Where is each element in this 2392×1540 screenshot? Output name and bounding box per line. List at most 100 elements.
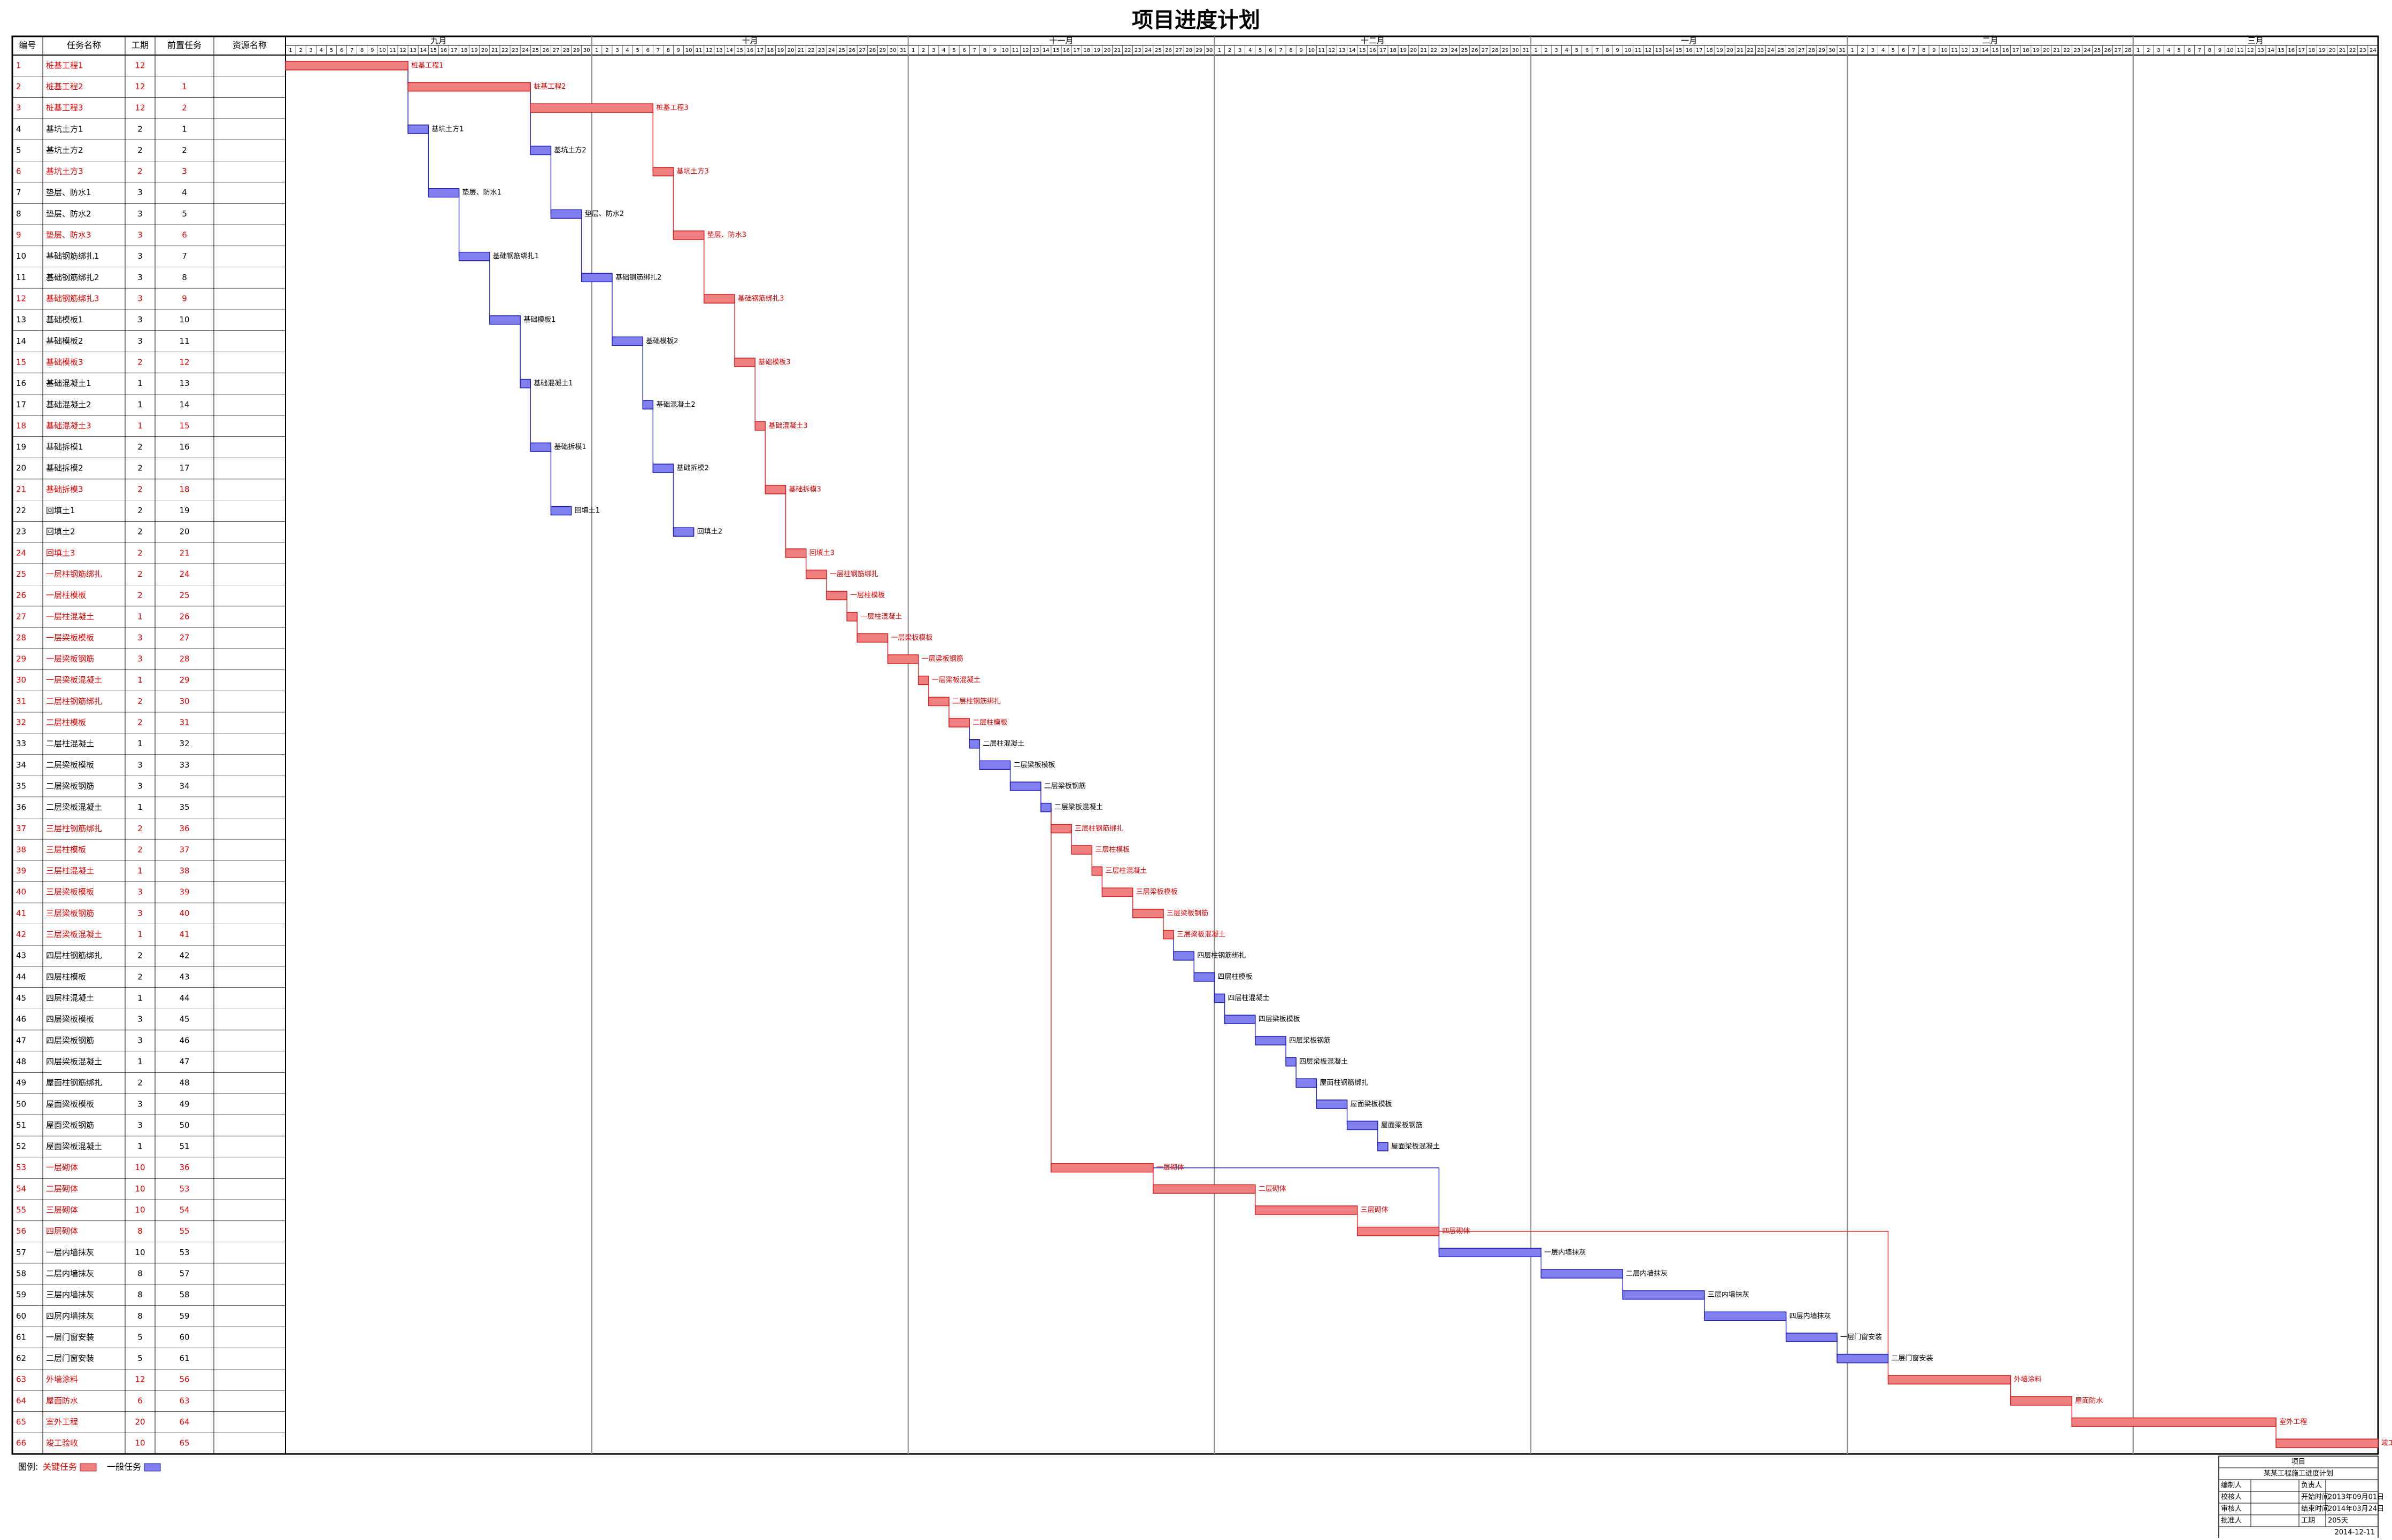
day-label: 14 <box>726 48 733 53</box>
task-pred: 14 <box>179 400 189 409</box>
task-duration: 2 <box>137 1078 143 1088</box>
task-duration: 2 <box>137 718 143 728</box>
task-duration: 1 <box>137 612 143 621</box>
task-pred: 48 <box>179 1078 189 1088</box>
bar-label: 屋面梁板钢筋 <box>1381 1121 1423 1129</box>
day-label: 16 <box>746 48 753 53</box>
task-pred: 64 <box>179 1417 189 1427</box>
day-label: 6 <box>646 48 650 53</box>
task-duration: 8 <box>137 1226 143 1236</box>
task-id: 61 <box>16 1332 26 1342</box>
task-pred: 39 <box>179 887 189 897</box>
task-id: 11 <box>16 273 26 282</box>
task-name: 垫层、防水3 <box>46 230 91 240</box>
task-bar <box>1255 1205 1358 1215</box>
day-label: 18 <box>767 48 774 53</box>
task-name: 基础混凝土3 <box>46 421 91 430</box>
task-duration: 3 <box>137 209 143 219</box>
day-label: 4 <box>1565 48 1568 53</box>
legend-label: 图例: <box>18 1462 38 1472</box>
day-label: 15 <box>430 48 437 53</box>
task-pred: 51 <box>179 1142 189 1151</box>
task-bar <box>530 442 552 452</box>
day-label: 15 <box>1053 48 1060 53</box>
task-id: 42 <box>16 930 26 939</box>
bar-label: 一层门窗安装 <box>1840 1333 1882 1341</box>
task-pred: 27 <box>179 633 189 643</box>
day-label: 24 <box>522 48 529 53</box>
day-label: 15 <box>2278 48 2285 53</box>
day-label: 6 <box>1269 48 1272 53</box>
day-label: 1 <box>2136 48 2140 53</box>
task-id: 56 <box>16 1226 26 1236</box>
day-label: 28 <box>869 48 876 53</box>
task-id: 40 <box>16 887 26 897</box>
day-label: 2 <box>299 48 302 53</box>
day-label: 13 <box>1339 48 1346 53</box>
bar-label: 四层砌体 <box>1442 1227 1470 1235</box>
day-label: 5 <box>330 48 333 53</box>
bar-label: 基础混凝土1 <box>534 379 573 388</box>
bar-label: 基坑土方3 <box>677 167 709 176</box>
task-bar <box>673 230 705 240</box>
task-id: 59 <box>16 1290 26 1299</box>
task-duration: 3 <box>137 1035 143 1045</box>
day-label: 29 <box>1818 48 1825 53</box>
task-duration: 2 <box>137 591 143 600</box>
bar-label: 垫层、防水3 <box>707 231 746 239</box>
task-name: 屋面梁板模板 <box>46 1099 94 1109</box>
task-pred: 50 <box>179 1120 189 1130</box>
bar-label: 二层梁板模板 <box>1014 761 1055 769</box>
day-label: 9 <box>993 48 997 53</box>
day-label: 3 <box>1871 48 1874 53</box>
bar-label: 一层梁板钢筋 <box>922 655 963 663</box>
task-id: 14 <box>16 336 26 346</box>
month-label: 一月 <box>1681 36 1697 45</box>
task-duration: 12 <box>135 82 145 91</box>
legend-critical: 关键任务 <box>43 1462 77 1472</box>
task-duration: 1 <box>137 930 143 939</box>
task-bar <box>1887 1375 2011 1384</box>
day-label: 16 <box>441 48 447 53</box>
task-name: 屋面梁板钢筋 <box>46 1120 94 1130</box>
task-pred: 7 <box>182 251 187 261</box>
bar-label: 桩基工程3 <box>656 104 688 112</box>
task-name: 基础拆模2 <box>46 463 83 473</box>
day-label: 19 <box>2033 48 2040 53</box>
task-bar <box>948 718 970 728</box>
bar-label: 三层砌体 <box>1361 1206 1388 1214</box>
task-pred: 13 <box>179 378 189 388</box>
task-name: 屋面防水 <box>46 1396 78 1405</box>
task-bar <box>652 463 674 473</box>
day-label: 20 <box>1410 48 1417 53</box>
task-name: 垫层、防水2 <box>46 209 91 219</box>
day-label: 7 <box>1595 48 1599 53</box>
day-label: 2 <box>1545 48 1548 53</box>
task-bar <box>857 633 889 643</box>
day-label: 30 <box>890 48 897 53</box>
task-duration: 1 <box>137 739 143 748</box>
task-id: 8 <box>16 209 21 219</box>
day-label: 21 <box>798 48 805 53</box>
bar-label: 三层梁板混凝土 <box>1177 930 1225 939</box>
day-label: 28 <box>1492 48 1499 53</box>
task-bar <box>489 315 521 325</box>
day-label: 27 <box>1482 48 1488 53</box>
day-label: 10 <box>1624 48 1631 53</box>
day-label: 11 <box>1318 48 1325 53</box>
task-id: 35 <box>16 781 26 791</box>
day-label: 3 <box>2157 48 2160 53</box>
task-duration: 3 <box>137 781 143 791</box>
task-pred: 36 <box>179 1163 189 1172</box>
task-name: 屋面柱钢筋绑扎 <box>46 1078 102 1088</box>
task-id: 3 <box>16 103 21 113</box>
day-label: 26 <box>1788 48 1795 53</box>
month-label: 三月 <box>2248 36 2264 45</box>
task-name: 三层梁板钢筋 <box>46 908 94 918</box>
task-pred: 29 <box>179 675 189 685</box>
task-duration: 8 <box>137 1311 143 1321</box>
task-name: 三层砌体 <box>46 1205 78 1215</box>
bar-label: 桩基工程2 <box>534 83 566 91</box>
task-name: 一层柱钢筋绑扎 <box>46 569 102 579</box>
bar-label: 三层梁板钢筋 <box>1167 909 1208 917</box>
